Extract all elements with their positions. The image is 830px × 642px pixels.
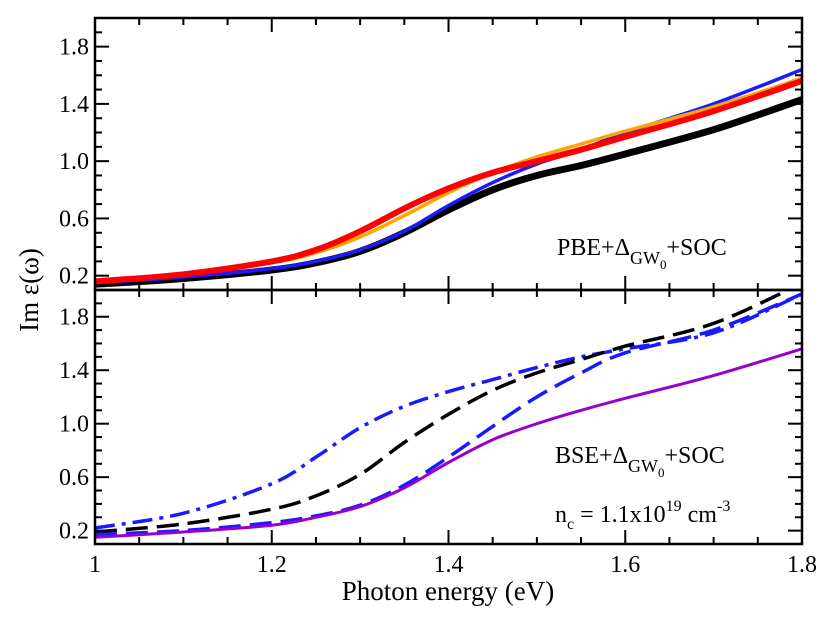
bottom-series-black-dashed: [95, 290, 793, 534]
top-y-tick-label: 1.4: [59, 92, 89, 118]
top-y-tick-label: 0.2: [59, 264, 89, 290]
top-y-tick-label: 1.0: [59, 149, 89, 175]
top-panel-series: [95, 67, 802, 288]
x-tick-label: 1.2: [257, 552, 287, 578]
bottom-series-blue-dashdot: [95, 292, 802, 530]
carrier-density-annotation: nc = 1.1x1019 cm-3: [555, 498, 730, 533]
x-tick-label: 1.8: [787, 552, 817, 578]
top-y-tick-label: 1.8: [59, 35, 89, 61]
top-series-red: [95, 78, 802, 285]
bottom-y-tick-label: 1.4: [59, 358, 89, 384]
bottom-panel-frame: [93, 288, 804, 546]
bottom-y-tick-label: 1.8: [59, 305, 89, 331]
x-axis-label: Photon energy (eV): [342, 576, 554, 606]
x-tick-label: 1: [89, 552, 101, 578]
axis-tick-labels: 0.2 0.6 1.0 1.4 1.8 0.2 0.6 1.0 1.4 1.8 1 1.2 1.4 1.6…: [59, 35, 817, 578]
bottom-series-purple: [95, 347, 802, 539]
bottom-y-tick-label: 1.0: [59, 412, 89, 438]
bottom-panel-annotation: BSE+ΔGW0+SOC: [555, 443, 725, 480]
top-y-tick-label: 0.6: [59, 206, 89, 232]
top-panel-annotation: PBE+ΔGW0+SOC: [557, 235, 727, 272]
bottom-y-tick-label: 0.6: [59, 465, 89, 491]
bottom-series-blue-dashed: [95, 292, 802, 537]
x-tick-label: 1.6: [610, 552, 640, 578]
bottom-y-tick-label: 0.2: [59, 519, 89, 545]
bottom-panel-series: [95, 290, 802, 539]
x-tick-label: 1.4: [434, 552, 464, 578]
y-axis-label: Im ε(ω): [14, 248, 44, 332]
